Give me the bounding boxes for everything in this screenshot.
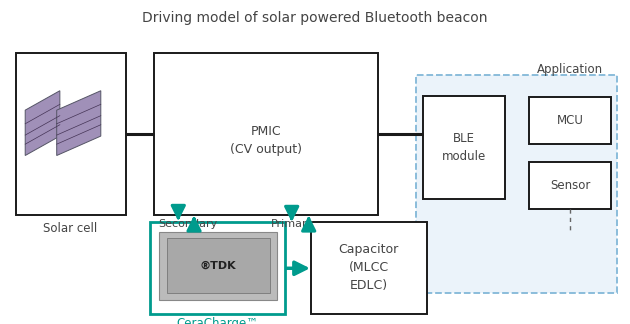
Bar <box>16 53 126 215</box>
Text: Application: Application <box>537 63 603 76</box>
Text: ®TDK: ®TDK <box>200 261 237 271</box>
Bar <box>154 53 378 215</box>
Text: Capacitor
(MLCC
EDLC): Capacitor (MLCC EDLC) <box>338 243 399 292</box>
Text: BLE
module: BLE module <box>442 132 486 163</box>
Bar <box>311 222 427 314</box>
Bar <box>529 162 611 209</box>
Text: CeraCharge™: CeraCharge™ <box>176 317 258 324</box>
Bar <box>529 97 611 144</box>
Text: PMIC
(CV output): PMIC (CV output) <box>230 125 302 156</box>
Text: Primary: Primary <box>271 219 314 229</box>
Text: Driving model of solar powered Bluetooth beacon: Driving model of solar powered Bluetooth… <box>142 11 488 25</box>
Bar <box>416 75 617 293</box>
Text: MCU: MCU <box>557 114 583 127</box>
Polygon shape <box>25 91 60 156</box>
Text: Secondary: Secondary <box>158 219 217 229</box>
Bar <box>159 232 277 300</box>
Polygon shape <box>57 91 101 156</box>
Bar <box>423 96 505 199</box>
Bar <box>150 222 285 314</box>
Text: Solar cell: Solar cell <box>43 222 98 235</box>
Bar <box>167 238 270 293</box>
Text: Sensor: Sensor <box>550 179 590 192</box>
